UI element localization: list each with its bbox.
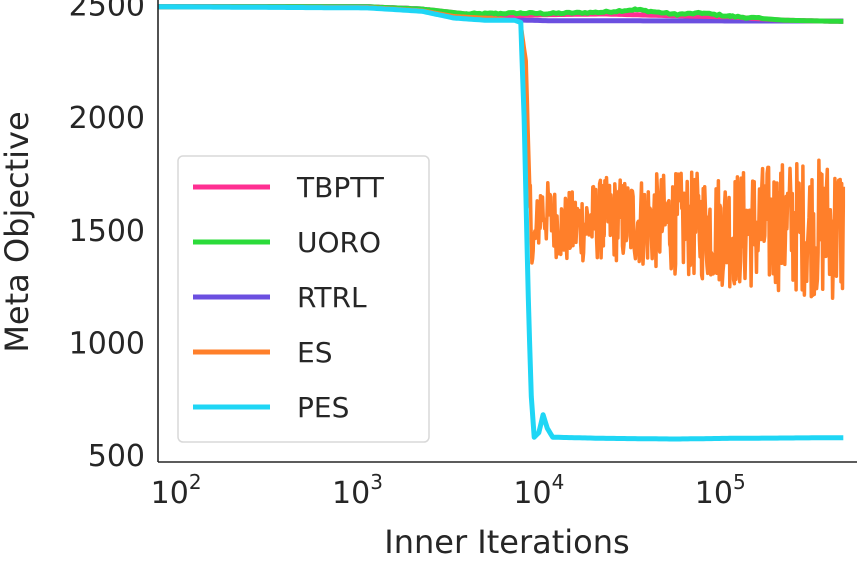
x-tick-label: 105: [695, 470, 746, 511]
series-lines: [157, 4, 846, 442]
y-axis-label: Meta Objective: [0, 111, 36, 352]
y-tick-label: 1500: [69, 214, 145, 249]
y-tick-label: 2000: [69, 101, 145, 136]
x-axis-label: Inner Iterations: [384, 523, 629, 561]
axes: [157, 0, 857, 463]
y-tick-label: 2500: [69, 0, 145, 24]
legend-label-tbptt: TBPTT: [296, 171, 385, 204]
y-tick-labels: 500 1000 1500 2000 2500: [69, 0, 145, 474]
x-tick-label: 103: [332, 470, 383, 511]
series-line-pes: [158, 4, 844, 442]
legend-label-pes: PES: [297, 391, 349, 424]
legend: TBPTT UORO RTRL ES PES: [177, 155, 430, 443]
legend-label-rtrl: RTRL: [297, 281, 367, 314]
x-tick-label: 104: [513, 470, 564, 511]
y-tick-label: 1000: [69, 327, 145, 362]
y-tick-label: 500: [88, 439, 145, 474]
x-tick-label: 102: [151, 470, 202, 511]
legend-label-es: ES: [297, 336, 332, 369]
legend-box: [177, 155, 430, 443]
legend-label-uoro: UORO: [297, 226, 381, 259]
x-tick-labels: 102 103 104 105: [151, 470, 746, 511]
